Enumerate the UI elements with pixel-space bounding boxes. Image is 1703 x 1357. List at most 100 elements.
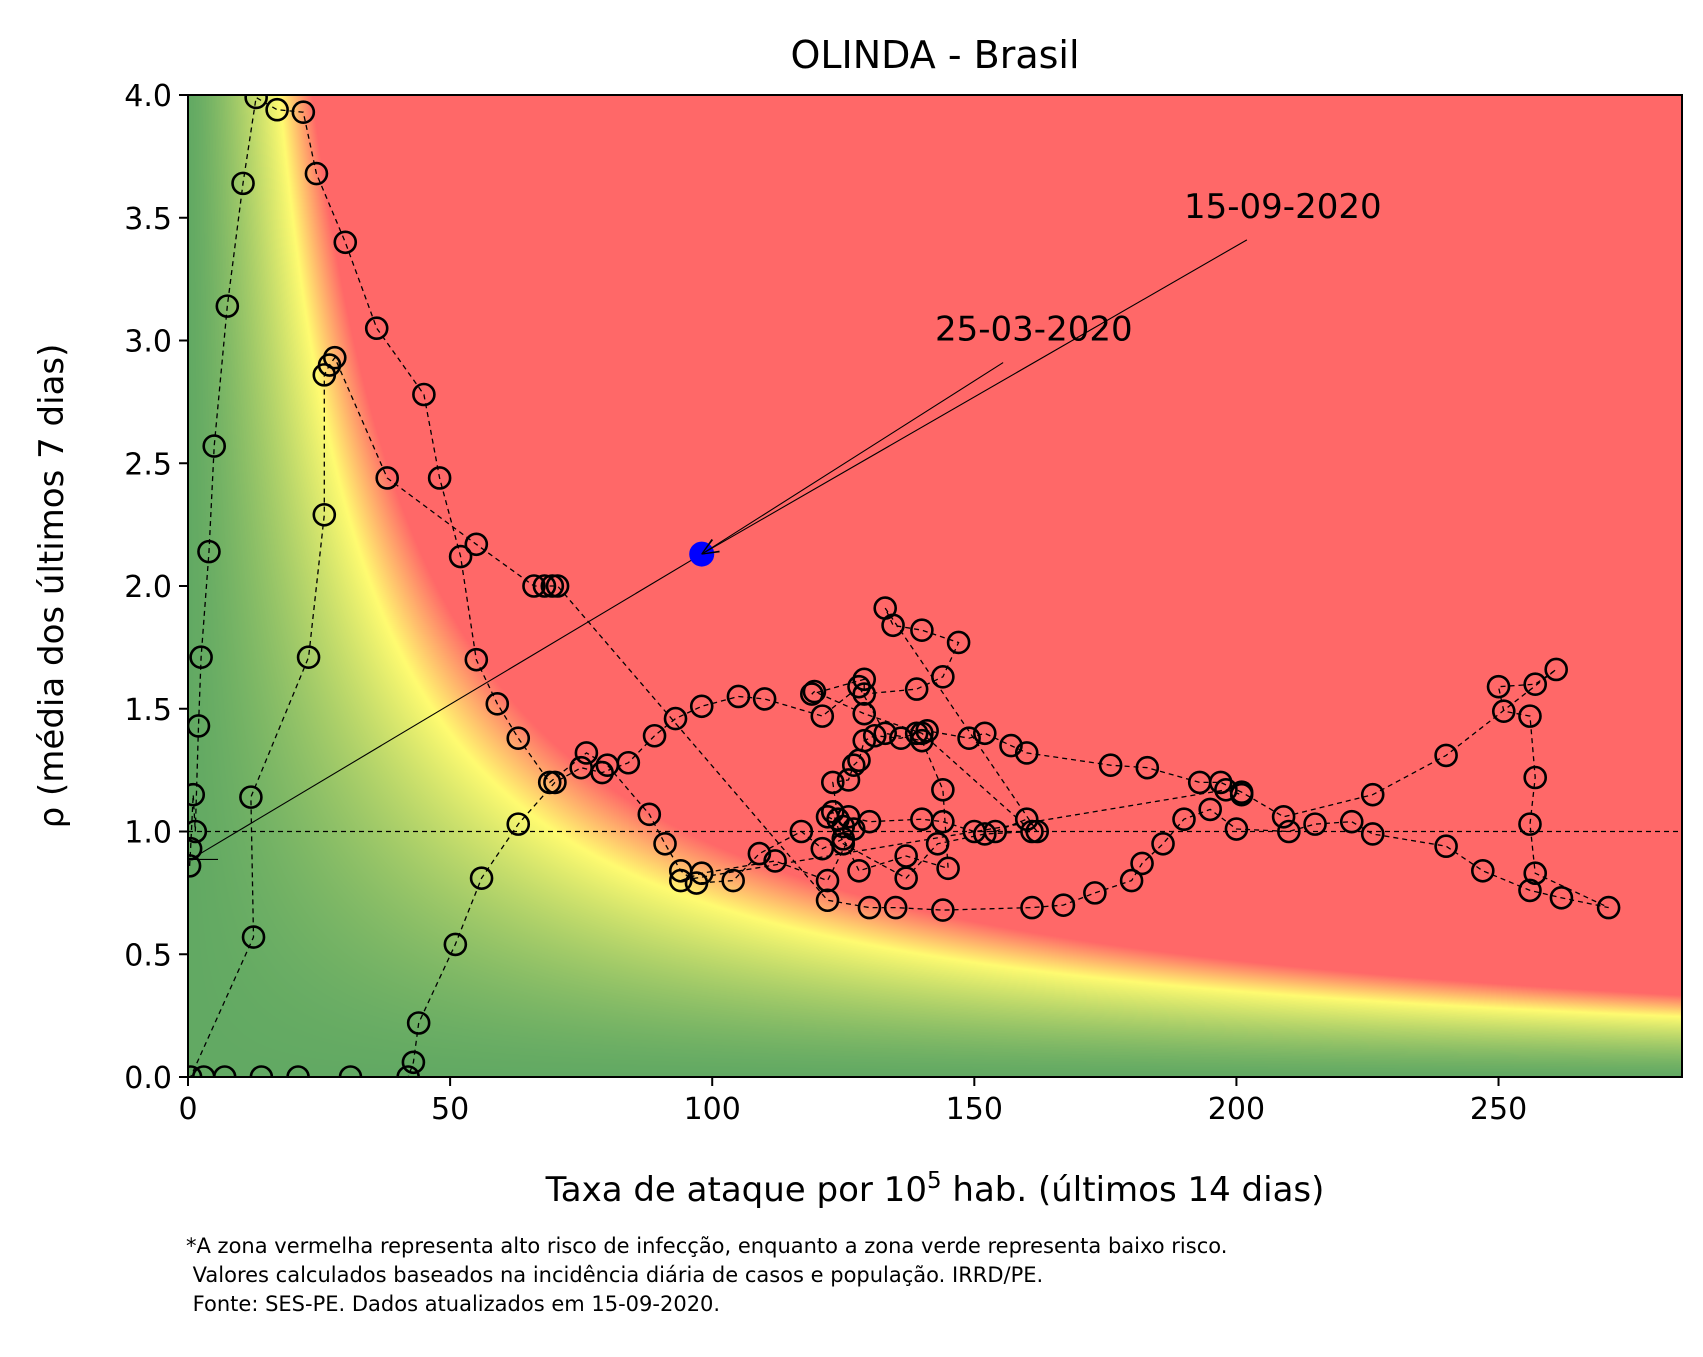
- data-point: [1471, 858, 1495, 883]
- data-point: [197, 539, 221, 564]
- data-point: [1518, 812, 1542, 836]
- y-tick-label: 1.5: [124, 693, 172, 728]
- data-point: [333, 230, 358, 255]
- data-point: [188, 836, 203, 861]
- y-tick-label: 2.0: [124, 570, 172, 605]
- data-point: [841, 817, 866, 841]
- data-point: [931, 898, 955, 922]
- x-tick-label: 250: [1470, 1092, 1527, 1127]
- data-point: [946, 630, 971, 655]
- chart-title: OLINDA - Brasil: [790, 33, 1079, 77]
- data-point: [1549, 885, 1574, 910]
- data-point: [1098, 753, 1123, 778]
- data-point: [852, 682, 877, 706]
- y-tick-label: 0.0: [124, 1061, 172, 1096]
- data-point: [1130, 851, 1154, 876]
- data-point: [857, 895, 882, 920]
- annotation-arrow: [701, 362, 1004, 555]
- data-point: [862, 723, 887, 748]
- data-point: [852, 701, 877, 726]
- data-point: [931, 809, 955, 834]
- data-point: [894, 866, 918, 890]
- data-point: [800, 682, 824, 706]
- data-point: [265, 97, 289, 122]
- data-point: [957, 726, 981, 751]
- axes: 0 50 100 150 200 250 0.0 0.5 1.0 1.5 2.0 2.5 3.0 3.5 4…: [124, 79, 1527, 1127]
- data-point: [1187, 770, 1212, 795]
- data-point: [188, 1065, 203, 1077]
- data-point: [188, 819, 208, 844]
- data-point: [972, 721, 997, 746]
- annotation-line: [188, 553, 703, 862]
- footnote-line-2: Valores calculados baseados na incidênci…: [186, 1263, 1044, 1287]
- data-point: [789, 819, 814, 844]
- data-point: [721, 868, 745, 893]
- x-tick-label: 150: [946, 1092, 1003, 1127]
- data-point: [1486, 674, 1511, 699]
- annotation-label-2: 15-09-2020: [1184, 187, 1382, 227]
- data-point: [1303, 812, 1327, 836]
- data-point: [642, 723, 667, 748]
- data-point: [375, 466, 400, 490]
- risk-gradient-background: [188, 95, 1682, 1077]
- x-axis-label-suffix: hab. (últimos 14 dias): [942, 1170, 1325, 1210]
- data-point: [1271, 804, 1296, 829]
- data-point: [1596, 895, 1621, 920]
- data-point: [1083, 881, 1107, 905]
- y-tick-label: 1.0: [124, 816, 172, 851]
- data-point: [910, 618, 934, 642]
- data-point: [1020, 819, 1044, 844]
- data-point: [188, 714, 211, 738]
- annotation-arrowhead: [701, 539, 714, 555]
- data-point: [212, 1065, 237, 1077]
- x-axis-label: Taxa de ataque por 105 hab. (últimos 14 …: [545, 1168, 1325, 1210]
- y-tick-label: 4.0: [124, 79, 172, 114]
- data-point: [653, 831, 677, 856]
- data-point: [815, 888, 840, 913]
- data-point: [317, 353, 342, 377]
- data-point: [1119, 868, 1144, 893]
- data-point: [522, 574, 546, 598]
- data-point: [291, 100, 316, 124]
- data-point: [1135, 755, 1160, 780]
- data-point: [448, 544, 473, 569]
- data-point: [244, 95, 268, 110]
- data-point: [1544, 657, 1568, 682]
- data-point: [810, 704, 835, 728]
- data-point: [396, 1065, 420, 1077]
- data-point: [312, 503, 337, 527]
- data-point: [999, 733, 1023, 758]
- x-tick-label: 50: [431, 1092, 469, 1127]
- data-point: [820, 770, 845, 795]
- data-point: [1434, 743, 1458, 768]
- data-point: [1151, 831, 1175, 856]
- data-point: [815, 868, 840, 893]
- data-point: [815, 804, 840, 829]
- data-point: [1277, 819, 1301, 844]
- footnote-line-3: Fonte: SES-PE. Dados atualizados em 15-0…: [186, 1292, 721, 1316]
- data-point: [983, 819, 1008, 844]
- data-point: [747, 841, 772, 866]
- data-point: [469, 866, 494, 890]
- annotation-arrowhead: [701, 551, 720, 555]
- y-tick-label: 2.5: [124, 447, 172, 482]
- data-point: [202, 434, 227, 458]
- data-point: [904, 677, 929, 701]
- data-point: [506, 726, 531, 751]
- data-point: [1020, 895, 1044, 920]
- data-point: [881, 613, 905, 638]
- data-point: [249, 1065, 274, 1077]
- data-point: [338, 1065, 363, 1077]
- data-point: [443, 932, 468, 957]
- y-tick-label: 3.5: [124, 202, 172, 237]
- data-point: [322, 345, 347, 370]
- data-point: [1198, 797, 1223, 822]
- data-point: [847, 748, 871, 773]
- y-axis-label: ρ (média dos últimos 7 dias): [32, 344, 72, 829]
- data-point: [689, 861, 714, 886]
- data-point: [1229, 782, 1254, 807]
- data-point: [802, 679, 827, 704]
- data-point: [873, 721, 898, 746]
- data-point: [1214, 777, 1238, 802]
- data-point: [241, 925, 266, 949]
